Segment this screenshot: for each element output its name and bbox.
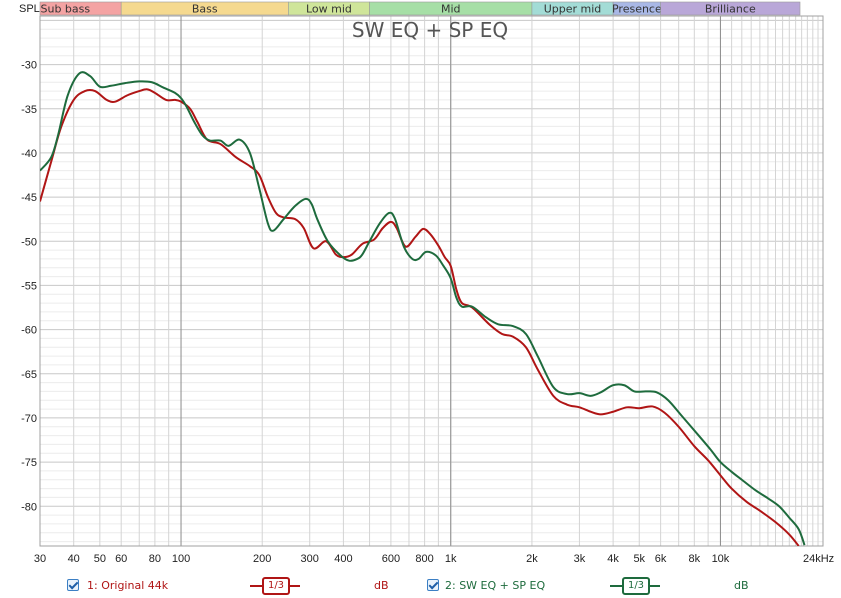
series-1-checkbox[interactable]: [67, 579, 79, 591]
band-label-upper-mid: Upper mid: [544, 3, 602, 16]
y-axis-label: SPL: [19, 3, 40, 15]
axis-labels: -30 -35 -40 -45 -50 -55 -60 -65 -70 -75 -80 30 40 50 6…: [21, 60, 834, 565]
plot-background: [40, 16, 823, 546]
x-tick-label: 300: [301, 553, 319, 565]
y-tick-label: -60: [21, 325, 37, 337]
band-label-bass: Bass: [192, 3, 218, 16]
y-tick-label: -70: [21, 413, 37, 425]
band-label-low-mid: Low mid: [306, 3, 352, 16]
x-tick-label: 8k: [689, 553, 701, 565]
x-tick-label: 600: [382, 553, 400, 565]
x-tick-label: 5k: [633, 553, 645, 565]
series-2-line: [40, 71, 806, 546]
y-tick-label: -80: [21, 501, 37, 513]
y-tick-label: -50: [21, 236, 37, 248]
x-tick-label: 400: [334, 553, 352, 565]
x-tick-label: 100: [172, 553, 190, 565]
x-tick-label: 800: [415, 553, 433, 565]
grid: [39, 15, 824, 547]
plot-border: [39, 15, 824, 547]
x-tick-label: 6k: [655, 553, 667, 565]
x-tick-label: 80: [149, 553, 161, 565]
series-lines: [40, 71, 806, 546]
band-label-brilliance: Brilliance: [705, 3, 756, 16]
x-tick-label: 30: [34, 553, 46, 565]
y-tick-label: -35: [21, 104, 37, 116]
y-tick-label: -55: [21, 280, 37, 292]
x-tick-label: 40: [68, 553, 80, 565]
series-2-label[interactable]: 2: SW EQ + SP EQ: [445, 579, 546, 592]
series-1-label[interactable]: 1: Original 44k: [87, 579, 169, 592]
frequency-response-chart: Sub bass Bass Low mid Mid Upper mid Presence B…: [19, 1, 834, 565]
series-2-smoothing-value: 1/3: [622, 577, 650, 595]
band-brilliance: [660, 1, 801, 16]
y-tick-label: -45: [21, 192, 37, 204]
y-tick-label: -30: [21, 60, 37, 72]
series-2-checkbox[interactable]: [427, 579, 439, 591]
legend: 1: Original 44k 1/3 dB 2: SW EQ + SP EQ …: [0, 574, 841, 598]
x-tick-label: 10k: [712, 553, 730, 565]
y-tick-label: -75: [21, 457, 37, 469]
series-1-smoothing-value: 1/3: [262, 577, 290, 595]
y-tick-label: -65: [21, 369, 37, 381]
series-1-smoothing-button[interactable]: 1/3: [250, 576, 300, 595]
x-tick-label: 24kHz: [803, 553, 834, 565]
band-label-sub-bass: Sub bass: [41, 3, 91, 16]
x-tick-label: 60: [115, 553, 127, 565]
x-tick-label: 4k: [607, 553, 619, 565]
x-tick-label: 200: [253, 553, 271, 565]
series-2-smoothing-button[interactable]: 1/3: [610, 576, 660, 595]
series-2-unit: dB: [734, 579, 749, 592]
frequency-bands: Sub bass Bass Low mid Mid Upper mid Presence B…: [39, 1, 801, 16]
band-label-mid: Mid: [441, 3, 461, 16]
band-label-presence: Presence: [612, 3, 662, 16]
x-tick-label: 50: [94, 553, 106, 565]
x-tick-label: 1k: [445, 553, 457, 565]
chart-title: SW EQ + SP EQ: [352, 18, 508, 42]
y-tick-label: -40: [21, 148, 37, 160]
series-1-unit: dB: [374, 579, 389, 592]
series-1-line: [40, 88, 800, 546]
x-tick-label: 2k: [526, 553, 538, 565]
x-tick-label: 3k: [574, 553, 586, 565]
